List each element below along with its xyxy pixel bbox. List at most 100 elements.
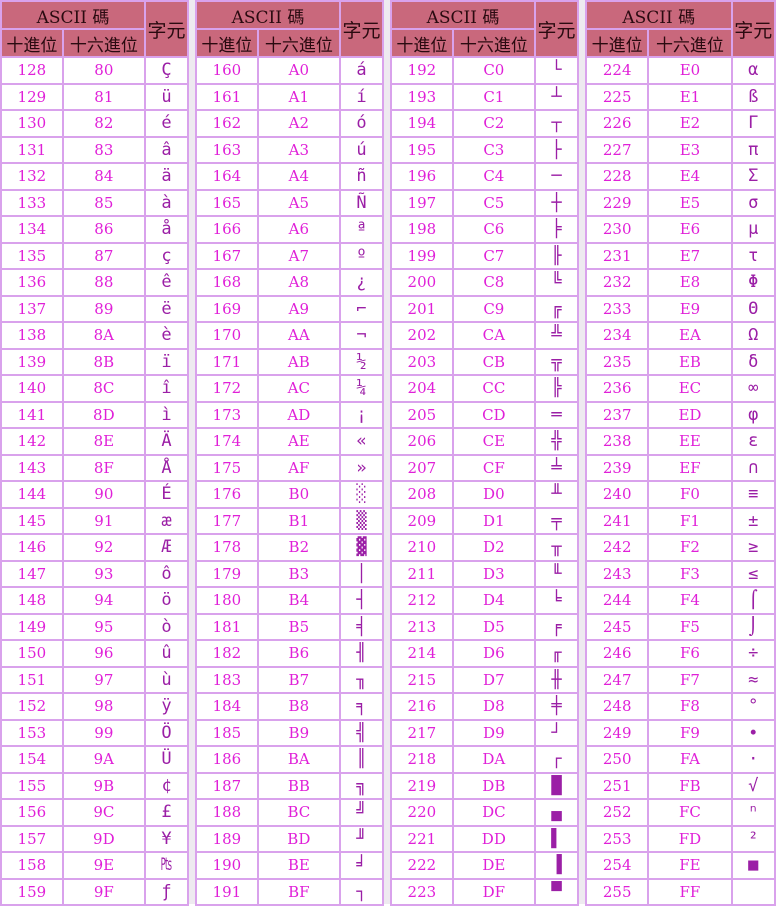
hex-cell: 9C xyxy=(61,798,146,827)
char-cell: ⁿ xyxy=(730,798,776,827)
table-row: 183 B7 ╖ xyxy=(195,665,385,694)
hex-cell: AC xyxy=(256,374,341,403)
char-cell: ≥ xyxy=(730,533,776,562)
char-cell: ù xyxy=(143,665,190,694)
char-cell: ¢ xyxy=(143,771,190,800)
char-cell: ¼ xyxy=(338,374,385,403)
char-cell: ╟ xyxy=(533,241,580,270)
decimal-cell: 191 xyxy=(195,877,259,906)
table-row: 241 F1 ± xyxy=(584,506,776,535)
hex-cell: 9E xyxy=(61,851,146,880)
decimal-cell: 158 xyxy=(0,851,64,880)
char-cell: δ xyxy=(730,347,776,376)
char-cell: ± xyxy=(730,506,776,535)
table-row: 167 A7 º xyxy=(195,241,385,270)
hex-cell: CC xyxy=(451,374,536,403)
hex-cell: AE xyxy=(256,427,341,456)
char-cell: ╪ xyxy=(533,692,580,721)
char-cell: ╗ xyxy=(338,771,385,800)
table-row: 162 A2 ó xyxy=(195,109,385,138)
char-cell: å xyxy=(143,215,190,244)
decimal-cell: 180 xyxy=(195,586,259,615)
decimal-cell: 229 xyxy=(584,188,650,217)
hex-cell: E2 xyxy=(647,109,733,138)
decimal-cell: 227 xyxy=(584,135,650,164)
char-header: 字元 xyxy=(533,0,580,58)
hex-cell: 98 xyxy=(61,692,146,721)
table-row: 163 A3 ú xyxy=(195,135,385,164)
char-cell: ƒ xyxy=(143,877,190,906)
table-row: 248 F8 ° xyxy=(584,692,776,721)
ascii-table-block: ASCII 碼字元 十進位 十六進位 224 E0 α 225 E1 ß 226 E2 Γ 227 E3… xyxy=(584,0,776,906)
hex-cell: FA xyxy=(647,745,733,774)
hex-cell: F7 xyxy=(647,665,733,694)
char-cell: µ xyxy=(730,215,776,244)
hex-cell: 82 xyxy=(61,109,146,138)
hex-cell: B4 xyxy=(256,586,341,615)
char-cell: Ñ xyxy=(338,188,385,217)
decimal-cell: 161 xyxy=(195,82,259,111)
hex-cell: A5 xyxy=(256,188,341,217)
decimal-cell: 186 xyxy=(195,745,259,774)
table-row: 240 F0 ≡ xyxy=(584,480,776,509)
table-row: 187 BB ╗ xyxy=(195,771,385,800)
decimal-cell: 204 xyxy=(390,374,454,403)
char-cell: ì xyxy=(143,400,190,429)
hex-cell: AF xyxy=(256,453,341,482)
char-cell: « xyxy=(338,427,385,456)
hex-cell: D6 xyxy=(451,639,536,668)
char-cell: ╞ xyxy=(533,215,580,244)
table-row: 253 FD ² xyxy=(584,824,776,853)
decimal-cell: 151 xyxy=(0,665,64,694)
char-cell: ε xyxy=(730,427,776,456)
table-row: 131 83 â xyxy=(0,135,190,164)
hex-cell: 85 xyxy=(61,188,146,217)
char-cell: Ü xyxy=(143,745,190,774)
table-row: 255 FF xyxy=(584,877,776,906)
hex-cell: C3 xyxy=(451,135,536,164)
hex-cell: 9F xyxy=(61,877,146,906)
decimal-cell: 155 xyxy=(0,771,64,800)
decimal-cell: 205 xyxy=(390,400,454,429)
header-row: ASCII 碼字元 xyxy=(0,0,190,58)
table-row: 189 BD ╜ xyxy=(195,824,385,853)
decimal-cell: 193 xyxy=(390,82,454,111)
hex-cell: D4 xyxy=(451,586,536,615)
hex-cell: 9A xyxy=(61,745,146,774)
hex-cell: FC xyxy=(647,798,733,827)
hex-cell: A1 xyxy=(256,82,341,111)
decimal-cell: 192 xyxy=(390,56,454,85)
table-row: 229 E5 σ xyxy=(584,188,776,217)
decimal-cell: 220 xyxy=(390,798,454,827)
decimal-cell: 236 xyxy=(584,374,650,403)
decimal-cell: 239 xyxy=(584,453,650,482)
char-cell: ½ xyxy=(338,347,385,376)
decimal-cell: 170 xyxy=(195,321,259,350)
table-row: 199 C7 ╟ xyxy=(390,241,580,270)
char-cell: £ xyxy=(143,798,190,827)
decimal-cell: 136 xyxy=(0,268,64,297)
table-row: 136 88 ê xyxy=(0,268,190,297)
decimal-header: 十進位 xyxy=(584,28,650,58)
char-cell: ┼ xyxy=(533,188,580,217)
table-row: 151 97 ù xyxy=(0,665,190,694)
table-row: 135 87 ç xyxy=(0,241,190,270)
hex-cell: 83 xyxy=(61,135,146,164)
table-row: 196 C4 ─ xyxy=(390,162,580,191)
hex-cell: ED xyxy=(647,400,733,429)
hex-cell: B7 xyxy=(256,665,341,694)
char-cell: ¡ xyxy=(338,400,385,429)
table-row: 252 FC ⁿ xyxy=(584,798,776,827)
hex-cell: EF xyxy=(647,453,733,482)
char-cell: ò xyxy=(143,612,190,641)
hex-cell: B3 xyxy=(256,559,341,588)
char-cell: ô xyxy=(143,559,190,588)
char-cell: └ xyxy=(533,56,580,85)
hex-cell: C4 xyxy=(451,162,536,191)
char-cell: è xyxy=(143,321,190,350)
decimal-cell: 210 xyxy=(390,533,454,562)
char-cell: ┌ xyxy=(533,745,580,774)
char-header: 字元 xyxy=(338,0,385,58)
char-cell: ÿ xyxy=(143,692,190,721)
block-separator xyxy=(384,0,390,904)
